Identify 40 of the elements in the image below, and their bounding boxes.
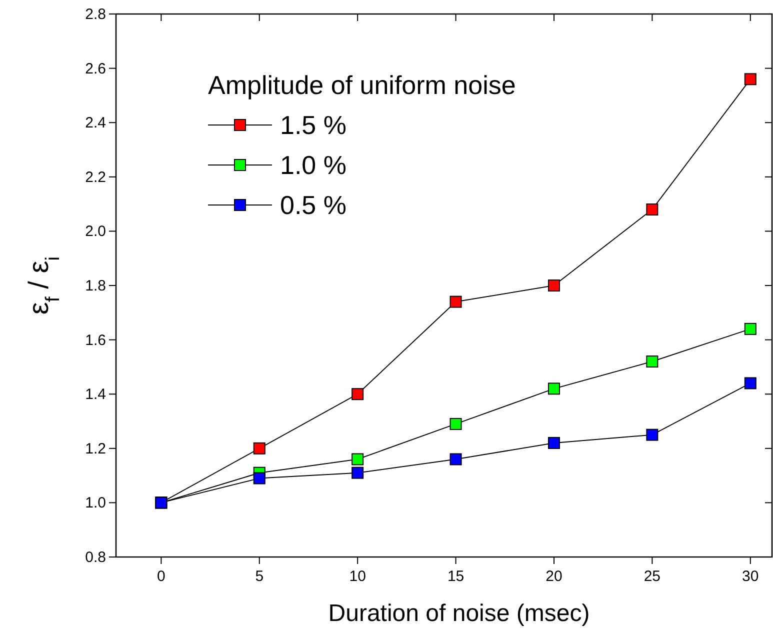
y-tick-label: 1.4	[85, 386, 106, 404]
x-tick-label: 10	[349, 568, 366, 585]
y-tick-label: 2.6	[85, 60, 106, 78]
legend-label: 1.0 %	[280, 150, 346, 180]
point	[646, 203, 658, 216]
y-tick-label: 2.8	[85, 6, 106, 23]
x-axis-title: Duration of noise (msec)	[328, 600, 590, 627]
x-tick-label: 20	[546, 568, 562, 585]
y-tick-label: 1.6	[85, 332, 106, 349]
legend-title: Amplitude of uniform noise	[208, 70, 516, 100]
point	[450, 418, 462, 430]
x-tick-label: 5	[255, 568, 264, 585]
point	[744, 322, 756, 335]
x-tick-label: 0	[157, 568, 166, 585]
y-tick-label: 0.8	[85, 549, 106, 566]
point	[450, 296, 462, 308]
y-tick-label: 2.2	[85, 168, 106, 186]
point	[450, 453, 462, 466]
y-tick-label: 1.8	[85, 278, 106, 294]
point	[548, 436, 560, 449]
x-tick-label: 25	[644, 568, 661, 585]
point	[352, 466, 364, 479]
point	[646, 356, 658, 368]
point	[352, 453, 364, 466]
point	[548, 382, 560, 395]
point	[744, 377, 756, 390]
x-tick-label: 15	[447, 568, 464, 585]
legend-label: 0.5 %	[280, 190, 346, 220]
y-tick-label: 2.4	[85, 114, 106, 132]
point	[744, 73, 756, 86]
point	[352, 388, 364, 400]
point	[253, 472, 266, 484]
legend-label: 1.5 %	[280, 110, 346, 140]
point	[646, 428, 658, 441]
y-tick-label: 1.2	[85, 440, 106, 458]
x-tick-label: 30	[742, 568, 759, 585]
y-tick-label: 2.0	[85, 223, 106, 240]
y-tick-label: 1.0	[85, 494, 106, 512]
point	[548, 280, 560, 292]
point	[253, 442, 266, 454]
